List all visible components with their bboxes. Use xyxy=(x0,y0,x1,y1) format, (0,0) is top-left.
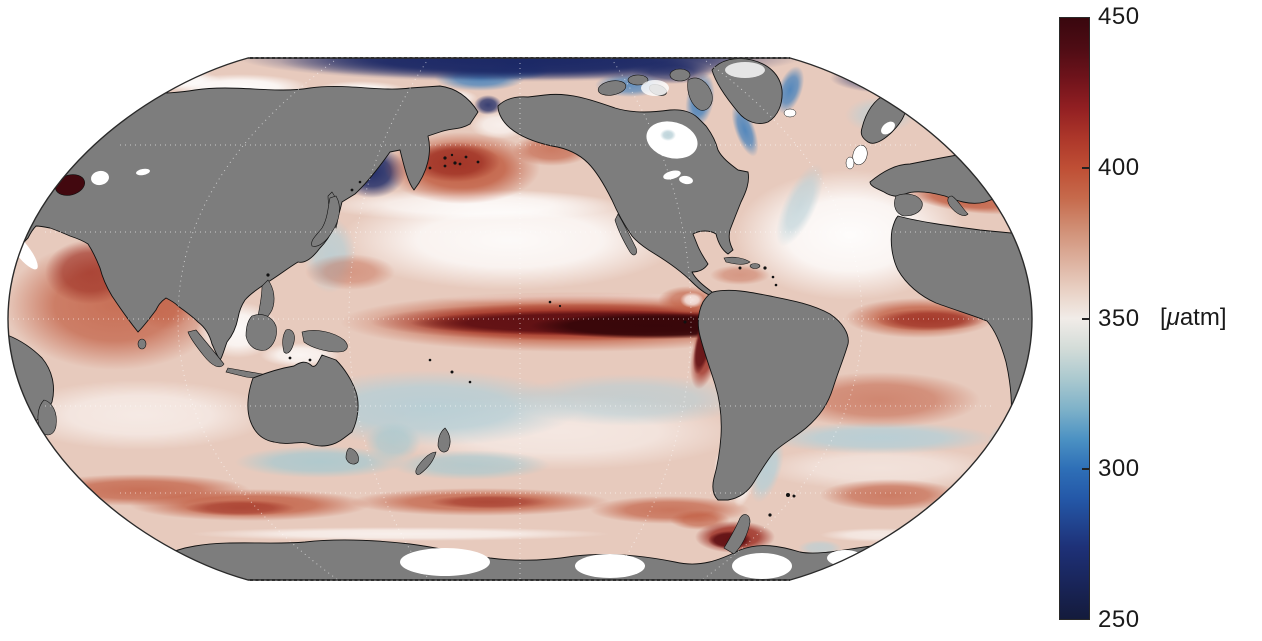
colorbar-tick-mark-350 xyxy=(1082,318,1089,320)
colorbar-tick-label-300: 300 xyxy=(1098,455,1140,483)
island-ireland xyxy=(846,157,854,169)
colorbar-tick-label-350: 350 xyxy=(1098,305,1140,333)
island-arctic-4 xyxy=(670,69,690,81)
ice-weddell xyxy=(732,553,792,579)
ice-shelf-2 xyxy=(575,554,645,578)
figure-canvas: 450 400 350 300 250 [μatm] xyxy=(0,0,1262,641)
unit-open: [ xyxy=(1160,304,1167,331)
colorbar-tick-mark-400 xyxy=(1082,167,1089,169)
ice-shelf-3 xyxy=(827,550,863,566)
island-iceland xyxy=(784,109,796,117)
colorbar-tick-label-450: 450 xyxy=(1098,3,1140,31)
colorbar-tick-mark-300 xyxy=(1082,468,1089,470)
hudson-bay-blue xyxy=(660,129,676,141)
unit-rest: atm] xyxy=(1180,304,1227,331)
island-sri-lanka xyxy=(138,339,146,349)
ice-ross-sea xyxy=(400,548,490,576)
ice-greenland-north xyxy=(725,62,765,78)
colorbar-tick-label-250: 250 xyxy=(1098,606,1140,634)
island-hispaniola xyxy=(750,264,760,269)
island-borneo xyxy=(246,314,277,350)
colorbar-tick-label-400: 400 xyxy=(1098,154,1140,182)
unit-mu-symbol: μ xyxy=(1167,304,1180,331)
ice-arctic-islands xyxy=(641,80,669,96)
colorbar-unit-label: [μatm] xyxy=(1160,304,1227,332)
